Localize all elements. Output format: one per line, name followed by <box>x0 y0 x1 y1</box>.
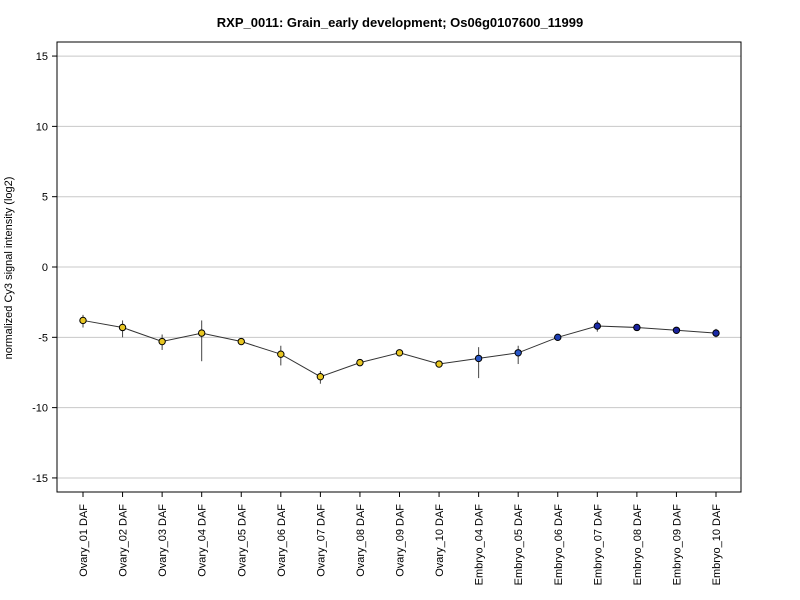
x-tick-label: Ovary_05 DAF <box>236 504 248 577</box>
data-point <box>593 322 602 330</box>
data-point <box>356 358 364 367</box>
data-point <box>514 349 522 357</box>
y-tick-label: 0 <box>42 262 48 274</box>
y-axis-label: normalized Cy3 signal intensity (log2) <box>3 177 15 360</box>
series-line <box>82 319 717 378</box>
y-tick-label: -15 <box>32 473 48 485</box>
chart-title: RXP_0011: Grain_early development; Os06g… <box>217 15 583 30</box>
grid-layer <box>57 55 741 479</box>
x-tick-label: Embryo_04 DAF <box>474 504 486 586</box>
x-tick-label: Ovary_04 DAF <box>197 504 209 577</box>
x-tick-label: Embryo_08 DAF <box>632 504 644 586</box>
data-point <box>712 329 720 337</box>
data-point <box>277 350 285 358</box>
data-point <box>158 337 166 346</box>
y-tick-label: 15 <box>36 51 48 63</box>
data-point <box>79 316 87 325</box>
y-tick-label: -5 <box>38 332 48 344</box>
data-point <box>435 360 443 368</box>
series-layer <box>79 314 720 384</box>
x-tick-label: Ovary_06 DAF <box>276 504 288 577</box>
x-tick-label: Ovary_09 DAF <box>395 504 407 577</box>
data-point <box>474 354 483 363</box>
y-tick-label: -10 <box>32 403 48 415</box>
x-tick-label: Ovary_08 DAF <box>355 504 367 577</box>
data-point <box>672 326 681 334</box>
axes-layer: 15 10 5 0 -5 -10 -15 Ovary_01 DAF Ovary_02 DAF Ov… <box>32 41 742 586</box>
data-point <box>237 337 245 346</box>
data-point <box>395 349 404 357</box>
x-tick-label: Embryo_07 DAF <box>592 504 604 586</box>
data-point <box>554 333 562 342</box>
y-tick-label: 5 <box>42 192 48 204</box>
y-tick-label: 10 <box>36 121 48 133</box>
x-tick-label: Embryo_05 DAF <box>513 504 525 586</box>
data-point <box>118 323 127 332</box>
x-tick-label: Embryo_09 DAF <box>671 504 683 586</box>
x-tick-label: Ovary_01 DAF <box>78 504 90 577</box>
data-point <box>316 372 325 381</box>
x-tick-label: Embryo_10 DAF <box>711 504 723 586</box>
x-tick-label: Embryo_06 DAF <box>553 504 565 586</box>
data-point <box>633 323 641 332</box>
x-tick-label: Ovary_10 DAF <box>434 504 446 577</box>
x-tick-label: Ovary_03 DAF <box>157 504 169 577</box>
x-tick-label: Ovary_07 DAF <box>315 504 327 577</box>
data-point <box>197 329 206 337</box>
x-tick-label: Ovary_02 DAF <box>118 504 130 577</box>
